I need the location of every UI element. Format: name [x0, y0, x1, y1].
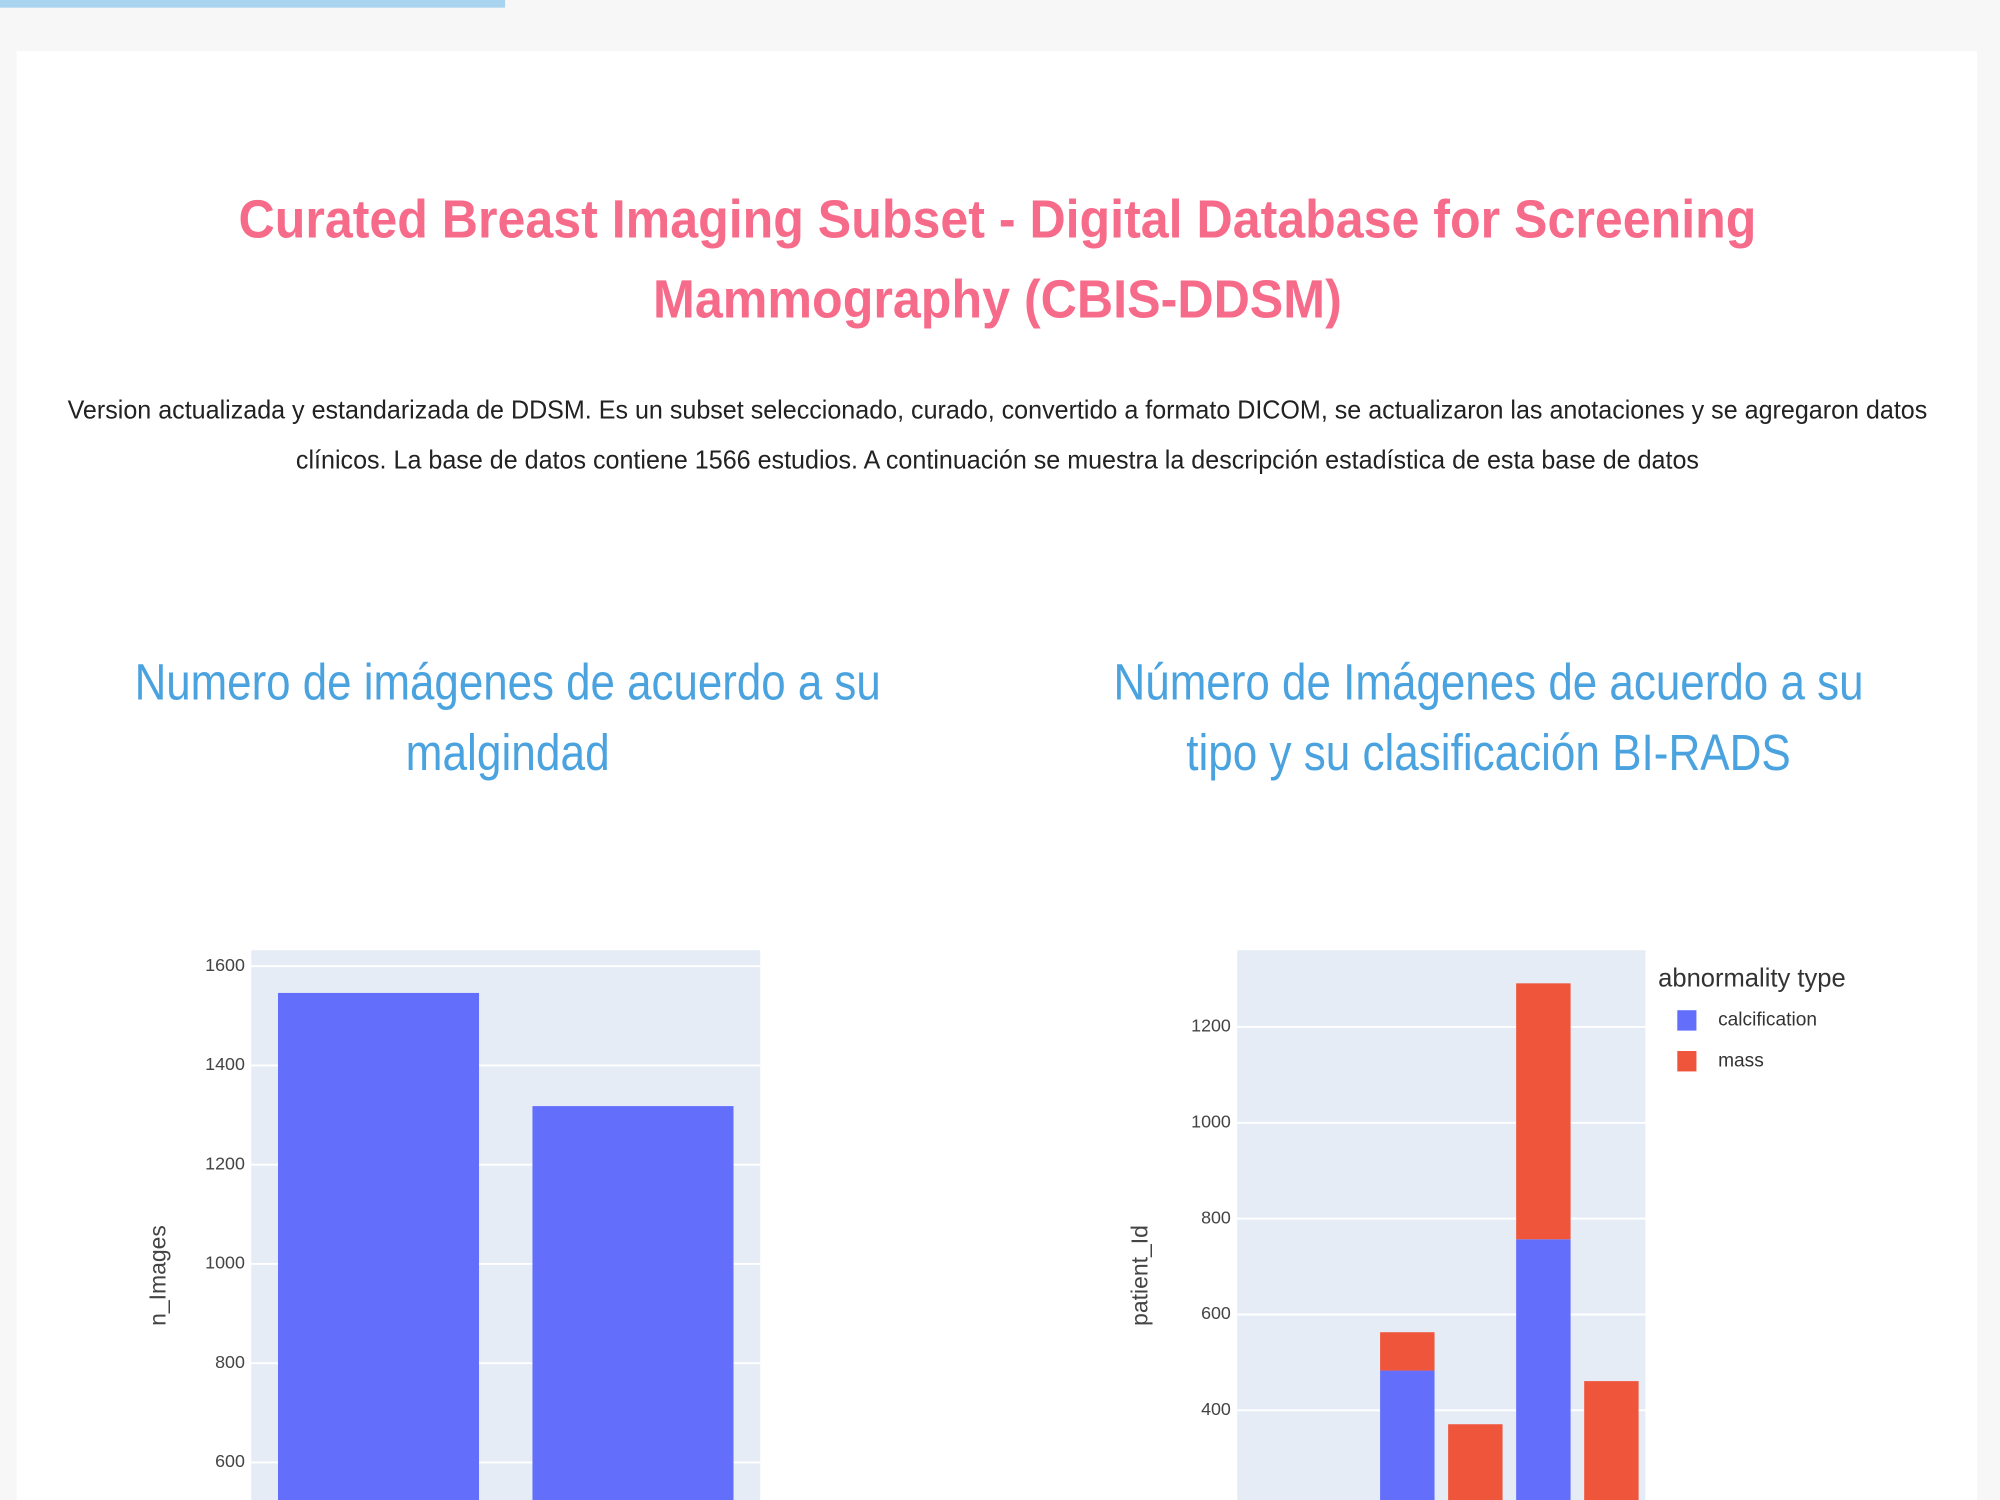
bar-segment	[1584, 1381, 1639, 1500]
y-axis-title: patient_Id	[1127, 1225, 1153, 1326]
chart-title: Numero de imágenes de acuerdo a su	[135, 654, 881, 711]
legend-swatch	[1677, 1010, 1697, 1031]
y-tick-label: 1000	[1191, 1112, 1231, 1132]
bar-segment	[1516, 983, 1571, 1240]
bar-segment	[1380, 1370, 1435, 1500]
plot-area	[1237, 950, 1646, 1500]
bar	[277, 992, 480, 1500]
chart-title: tipo y su clasificación BI-RADS	[1186, 724, 1791, 781]
y-tick-label: 1000	[205, 1253, 245, 1273]
legend-title: abnormality type	[1658, 964, 1846, 992]
legend-label: mass	[1718, 1050, 1764, 1071]
y-tick-label: 800	[215, 1352, 245, 1372]
legend-label: calcification	[1718, 1009, 1817, 1030]
y-tick-label: 400	[1201, 1399, 1231, 1419]
y-axis-title: n_Images	[145, 1225, 171, 1326]
top-bar	[0, 0, 506, 8]
y-tick-label: 1600	[205, 955, 245, 975]
legend-swatch	[1677, 1051, 1697, 1072]
y-tick-label: 1400	[205, 1054, 245, 1074]
y-tick-label: 600	[1201, 1303, 1231, 1323]
page-title: Curated Breast Imaging Subset - Digital …	[239, 190, 1757, 249]
chart-title: malgindad	[406, 724, 610, 781]
y-tick-label: 600	[215, 1451, 245, 1471]
bar-segment	[1380, 1332, 1435, 1371]
chart-title: Número de Imágenes de acuerdo a su	[1114, 654, 1864, 711]
y-tick-label: 1200	[1191, 1016, 1231, 1036]
bar-segment	[1448, 1424, 1503, 1500]
page-title: Mammography (CBIS-DDSM)	[653, 271, 1342, 330]
description: Version actualizada y estandarizada de D…	[68, 397, 1928, 425]
y-tick-label: 800	[1201, 1207, 1231, 1227]
bar	[532, 1106, 734, 1500]
y-tick-label: 1200	[205, 1153, 245, 1173]
description: clínicos. La base de datos contiene 1566…	[296, 446, 1699, 474]
bar-segment	[1516, 1239, 1571, 1500]
